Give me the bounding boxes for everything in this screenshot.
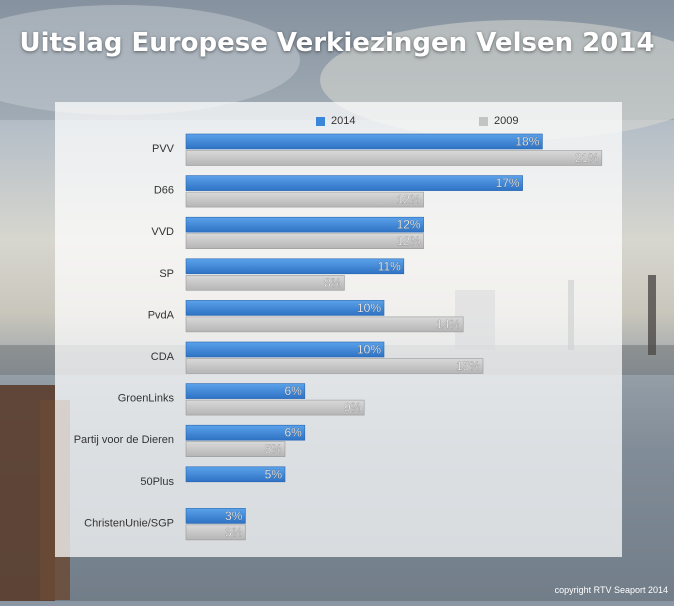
bar-2014 — [185, 508, 246, 524]
data-label-2014: 10% — [357, 343, 381, 357]
category-label: CDA — [151, 351, 175, 363]
data-label-2009: 21% — [575, 151, 599, 165]
bar-2009 — [185, 191, 424, 208]
data-label-2009: 3% — [225, 525, 243, 539]
data-label-2009: 5% — [265, 442, 283, 456]
data-label-2009: 15% — [456, 359, 480, 373]
bar-2014 — [185, 216, 424, 233]
bar-2014 — [185, 466, 286, 483]
bar-2009 — [185, 233, 424, 249]
bar-2009 — [185, 441, 286, 458]
category-label: PvdA — [148, 309, 175, 321]
category-label: ChristenUnie/SGP — [84, 517, 174, 529]
data-label-2009: 12% — [397, 234, 421, 248]
bar-2009 — [185, 358, 484, 374]
category-label: D66 — [154, 185, 174, 197]
data-label-2014: 6% — [284, 384, 302, 398]
copyright-text: copyright RTV Seaport 2014 — [554, 585, 668, 595]
bar-2014 — [185, 383, 306, 399]
data-label-2014: 12% — [397, 218, 421, 232]
category-label: Partij voor de Dieren — [74, 434, 174, 446]
data-label-2014: 18% — [515, 135, 539, 149]
bar-2009 — [185, 399, 365, 416]
bar-2014 — [185, 258, 405, 275]
data-label-2014: 10% — [357, 301, 381, 315]
data-label-2014: 17% — [496, 176, 520, 190]
data-label-2009: 12% — [397, 193, 421, 207]
category-label: 50Plus — [140, 476, 174, 488]
chart-title: Uitslag Europese Verkiezingen Velsen 201… — [19, 28, 655, 58]
category-label: PVV — [152, 143, 175, 155]
data-label-2009: 14% — [436, 317, 460, 331]
legend-label-2014: 2014 — [331, 115, 356, 127]
category-label: GroenLinks — [118, 393, 175, 405]
legend-2014: 2014 — [316, 115, 355, 127]
data-label-2009: 9% — [344, 401, 362, 415]
bar-2014 — [185, 300, 385, 316]
legend-swatch-2014 — [316, 116, 325, 126]
bar-2014 — [185, 341, 385, 358]
data-label-2009: 8% — [324, 276, 342, 290]
legend-2009: 2009 — [479, 115, 518, 127]
data-label-2014: 3% — [225, 509, 243, 523]
data-label-2014: 6% — [284, 426, 302, 440]
data-label-2014: 11% — [378, 259, 401, 273]
bar-2014 — [185, 133, 543, 150]
data-label-2014: 5% — [265, 467, 283, 481]
bar-2009 — [185, 524, 246, 541]
bar-2014 — [185, 424, 306, 441]
bar-2009 — [185, 274, 345, 291]
category-label: VVD — [151, 226, 174, 238]
legend-swatch-2009 — [479, 116, 488, 126]
legend-label-2009: 2009 — [494, 115, 519, 127]
bar-2014 — [185, 175, 523, 191]
bar-2009 — [185, 150, 603, 166]
category-label: SP — [159, 268, 174, 280]
bar-2009 — [185, 316, 464, 333]
